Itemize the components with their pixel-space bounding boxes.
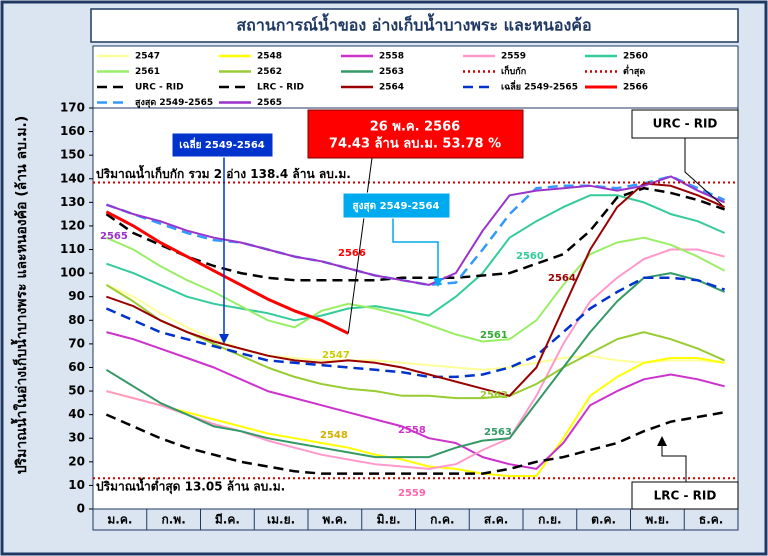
series-line bbox=[106, 331, 725, 470]
connector bbox=[661, 440, 687, 482]
series-line bbox=[105, 283, 725, 371]
y-tick-label: 40 bbox=[68, 407, 85, 421]
chart-title: สถานการณ์น้ำของ อ่างเก็บน้ำบางพระ และหนอ… bbox=[236, 13, 591, 35]
y-tick-label: 20 bbox=[68, 454, 85, 468]
callout-box bbox=[342, 192, 451, 219]
series-label: 2565 bbox=[100, 231, 128, 242]
legend-label: URC - RID bbox=[135, 83, 184, 93]
legend-label: 2547 bbox=[135, 52, 160, 62]
series-label: 2559 bbox=[398, 488, 426, 499]
legend-label: 2564 bbox=[379, 83, 404, 93]
series-line bbox=[105, 186, 726, 282]
y-tick-label: 110 bbox=[60, 242, 85, 256]
y-tick-label: 140 bbox=[60, 171, 85, 185]
series-line bbox=[106, 248, 725, 470]
y-tick-label: 30 bbox=[68, 431, 85, 445]
callout-text: LRC - RID bbox=[654, 489, 717, 503]
legend-label: 2562 bbox=[257, 67, 282, 77]
series-line bbox=[105, 411, 725, 475]
plot-area bbox=[92, 107, 739, 510]
legend-label: 2566 bbox=[623, 83, 648, 93]
legend-label: 2548 bbox=[257, 52, 282, 62]
y-tick-label: 120 bbox=[60, 218, 85, 232]
connector bbox=[392, 218, 439, 282]
legend-label: ต่ำสุด bbox=[623, 64, 645, 77]
x-tick-label: ก.พ. bbox=[161, 513, 185, 527]
callout-box bbox=[631, 109, 739, 139]
callout-box bbox=[171, 132, 274, 158]
series-line bbox=[106, 182, 726, 397]
x-tick-label: ก.ค. bbox=[430, 513, 454, 527]
legend-label: 2560 bbox=[623, 52, 648, 62]
y-tick-label: 100 bbox=[60, 266, 85, 280]
y-tick-label: 150 bbox=[60, 148, 85, 162]
arrow-head bbox=[433, 278, 443, 287]
y-tick-label: 70 bbox=[68, 336, 85, 350]
callout-text: URC - RID bbox=[653, 117, 718, 131]
y-axis-label: ปริมาณน้ำในอ่างเก็บน้ำบางพระ และหนองค้อ … bbox=[10, 116, 30, 475]
connector bbox=[347, 157, 373, 334]
y-tick-label: 50 bbox=[68, 384, 85, 398]
y-tick-label: 0 bbox=[77, 502, 85, 516]
x-tick-label: ก.ย. bbox=[538, 513, 561, 527]
series-label: 2564 bbox=[548, 273, 576, 284]
x-tick-label: พ.ค. bbox=[322, 513, 347, 527]
y-tick-label: 130 bbox=[60, 195, 85, 209]
annotation: ปริมาณน้ำต่ำสุด 13.05 ล้าน ลบ.ม. bbox=[96, 477, 285, 495]
callout-text: สูงสุด 2549-2564 bbox=[353, 201, 440, 213]
series-label: 2547 bbox=[322, 350, 350, 361]
series-label: 2560 bbox=[516, 251, 544, 262]
x-tick-label: เม.ย. bbox=[267, 513, 295, 527]
arrow-head bbox=[219, 334, 229, 344]
series-label: 2566 bbox=[338, 248, 366, 259]
legend-label: LRC - RID bbox=[257, 83, 304, 93]
callout-text: เฉลี่ย 2549-2564 bbox=[179, 137, 265, 151]
x-tick-label: ส.ค. bbox=[484, 513, 508, 527]
series-line bbox=[105, 272, 726, 459]
x-tick-label: ธ.ค. bbox=[699, 513, 723, 527]
x-tick-label: ต.ค. bbox=[591, 513, 616, 527]
series-line bbox=[105, 236, 726, 343]
callout-box bbox=[631, 481, 739, 510]
legend-label: 2565 bbox=[257, 98, 282, 108]
series-label: 2563 bbox=[484, 427, 512, 438]
x-tick-label: ม.ค. bbox=[107, 513, 132, 527]
y-tick-label: 160 bbox=[60, 124, 85, 138]
y-tick-label: 60 bbox=[68, 360, 85, 374]
legend bbox=[92, 45, 739, 109]
series-line bbox=[105, 276, 726, 379]
y-tick-label: 10 bbox=[68, 478, 85, 492]
legend-label: เก็บกัก bbox=[501, 64, 526, 77]
arrow-head bbox=[657, 436, 667, 446]
series-line bbox=[105, 210, 349, 335]
series-line bbox=[106, 357, 725, 477]
legend-label: 2563 bbox=[379, 67, 404, 77]
callout-box bbox=[307, 109, 524, 159]
legend-label: สูงสุด 2549-2565 bbox=[135, 98, 213, 108]
series-line bbox=[105, 284, 726, 400]
y-tick-label: 80 bbox=[68, 313, 85, 327]
title-box bbox=[90, 8, 739, 43]
legend-label: เฉลี่ย 2549-2565 bbox=[501, 80, 578, 93]
legend-label: 2561 bbox=[135, 67, 160, 77]
legend-label: 2559 bbox=[501, 52, 526, 62]
x-tick-label: มี.ค. bbox=[215, 513, 240, 527]
series-line bbox=[106, 194, 726, 322]
series-label: 2558 bbox=[398, 425, 426, 436]
series-label: 2548 bbox=[320, 430, 348, 441]
series-line bbox=[106, 175, 726, 286]
x-tick-label: มิ.ย. bbox=[377, 513, 401, 527]
y-tick-label: 90 bbox=[68, 289, 85, 303]
series-label: 2561 bbox=[480, 330, 508, 341]
x-tick-label: พ.ย. bbox=[645, 513, 669, 527]
series-label: 2562 bbox=[480, 390, 508, 401]
legend-label: 2558 bbox=[379, 52, 404, 62]
y-tick-label: 170 bbox=[60, 101, 85, 115]
connector bbox=[684, 138, 723, 206]
callout-text: 74.43 ล้าน ลบ.ม. 53.78 % bbox=[329, 136, 501, 152]
callout-text: 26 พ.ค. 2566 bbox=[370, 120, 460, 135]
